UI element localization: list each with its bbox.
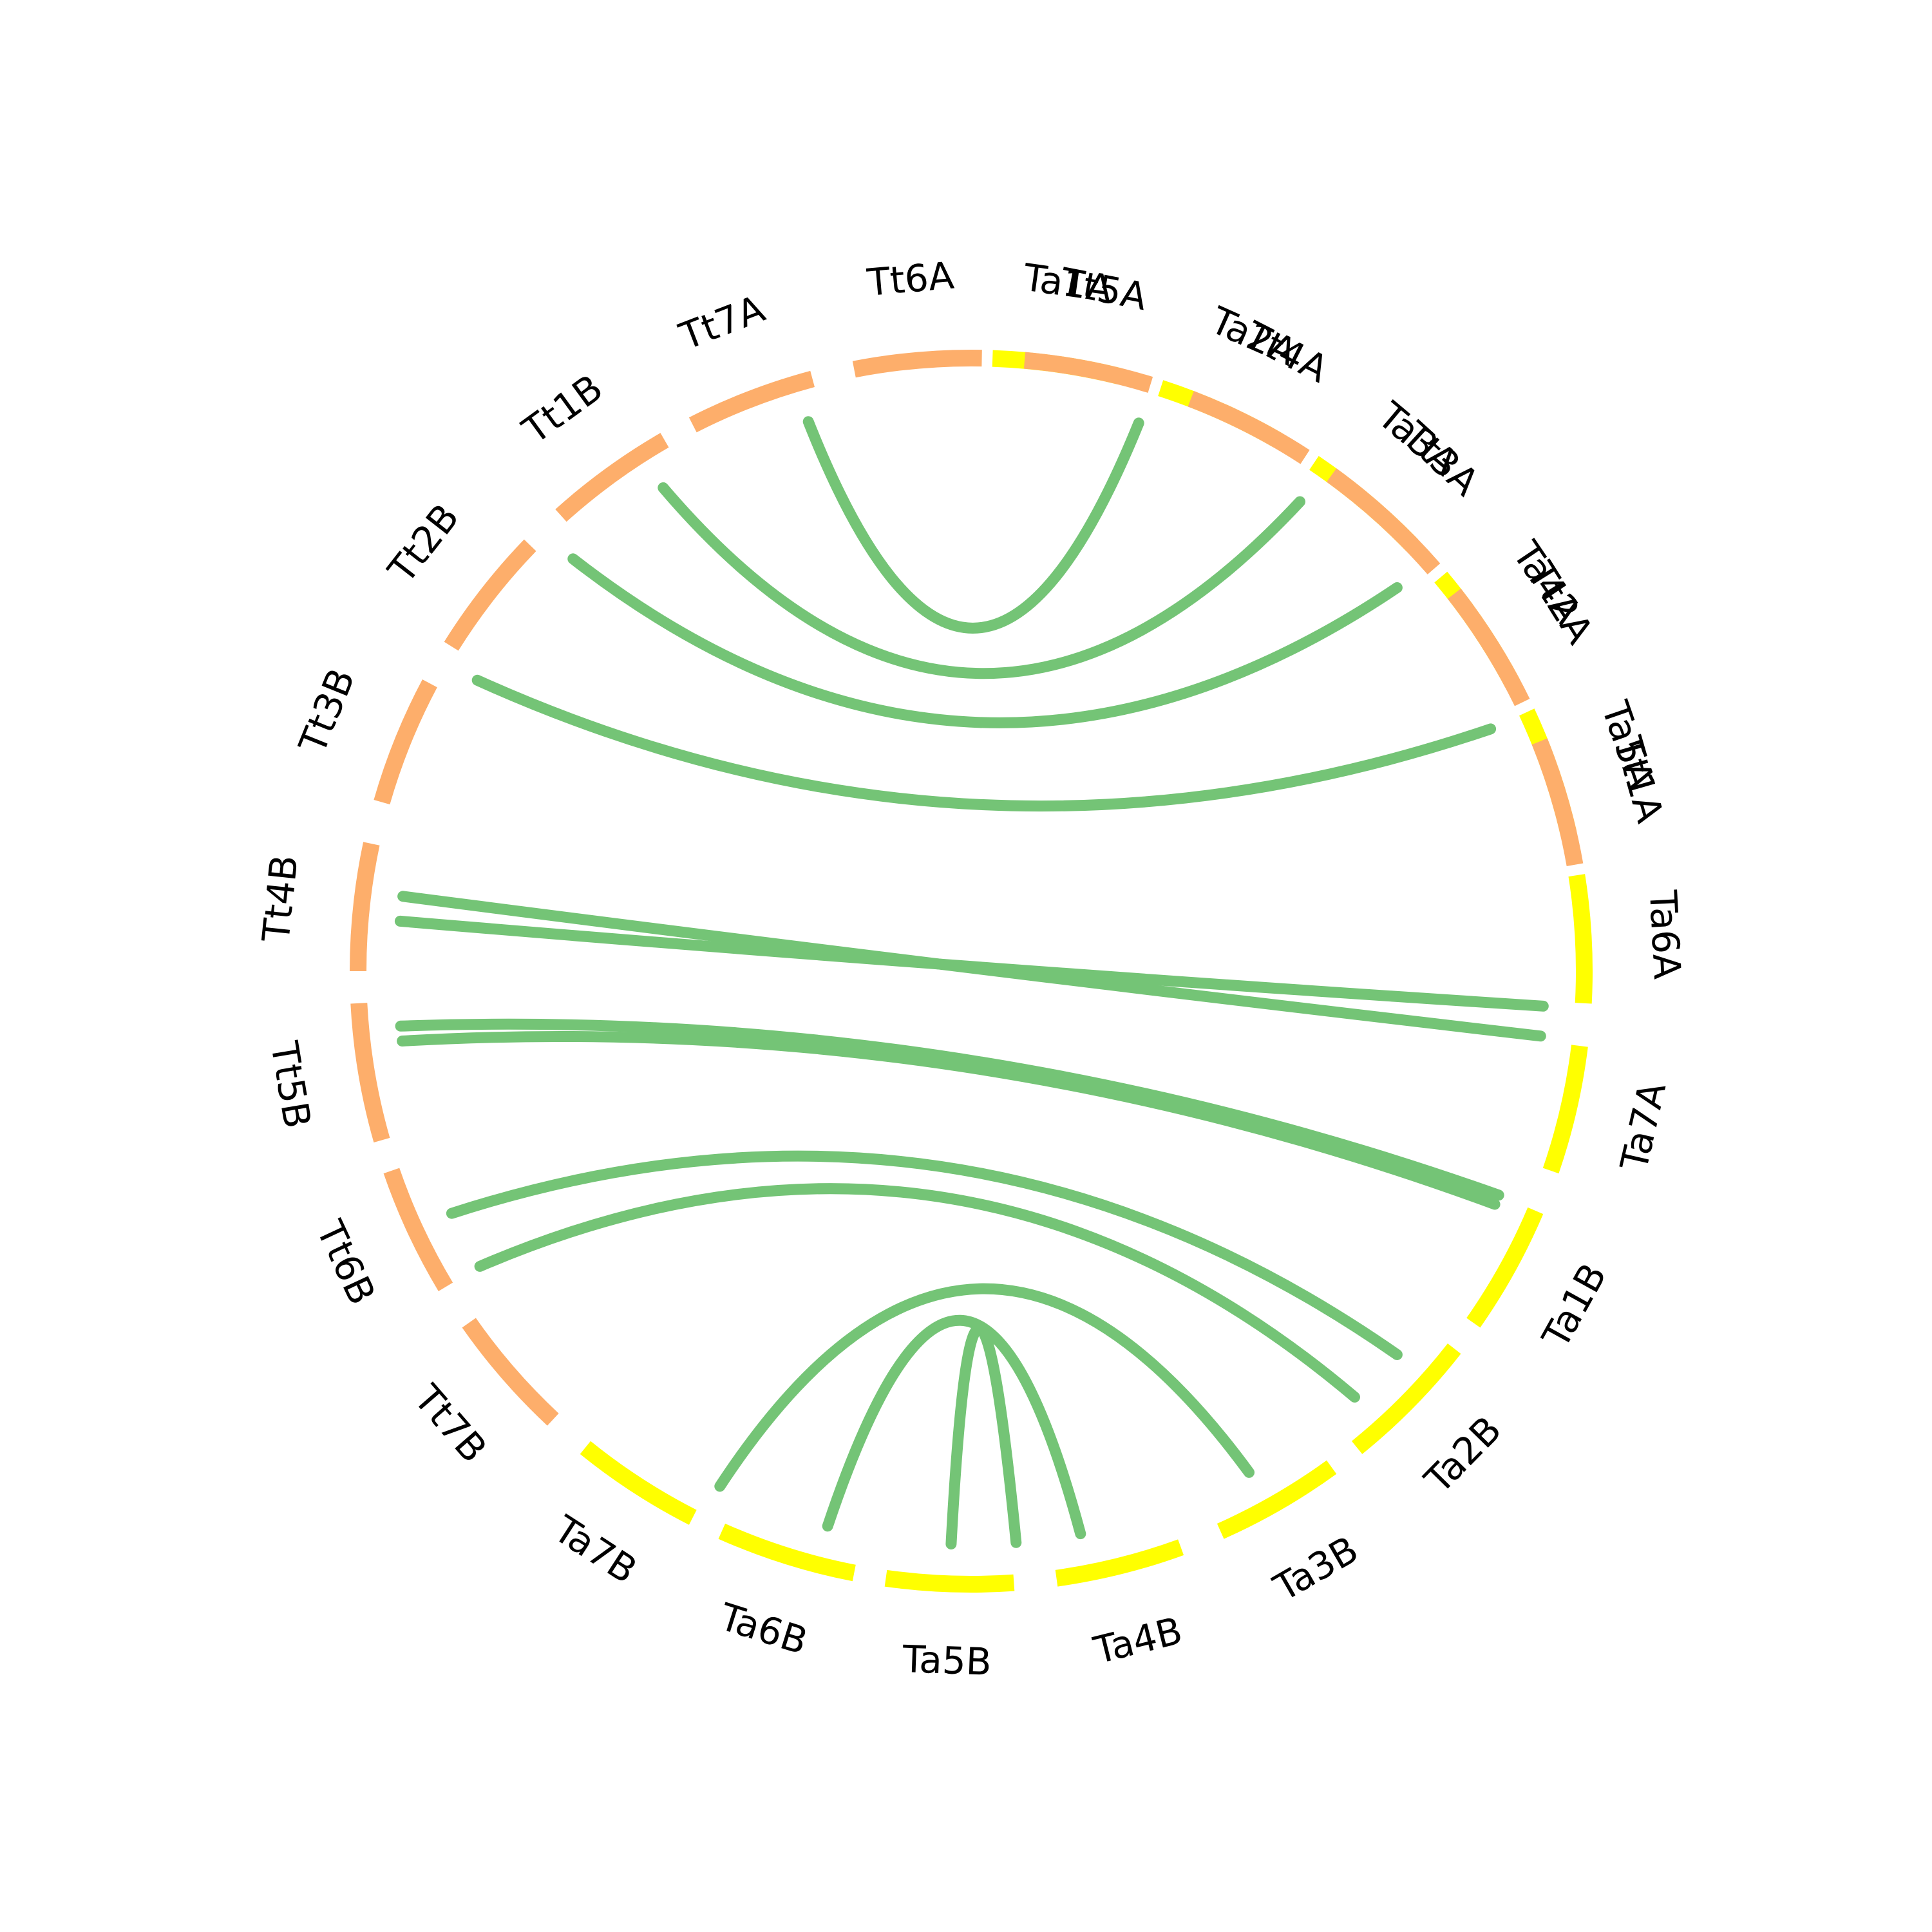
label-tt7b: Tt7B (405, 1376, 495, 1471)
label-tt5b: Tt5B (262, 1038, 319, 1132)
chromosome-segments (350, 349, 1593, 1593)
label-ta3b: Ta3B (1266, 1528, 1365, 1610)
segment-ta5b (884, 1569, 1015, 1593)
label-ta6a: Ta6A (1641, 889, 1689, 981)
label-tt3b: Tt3B (290, 663, 364, 760)
segment-ta6b (718, 1523, 856, 1582)
segment-tt1a (1531, 738, 1584, 866)
link-tt5b-ta5b-10 (714, 1283, 1255, 1492)
segment-tt7b (462, 1318, 559, 1426)
segment-ta2b (1351, 1343, 1461, 1454)
label-tt6a: Tt6A (865, 253, 956, 305)
label-ta2b: Ta2B (1416, 1408, 1510, 1502)
segment-tt6a (852, 349, 982, 378)
label-ta6b: Ta6B (714, 1595, 813, 1663)
segment-ta1b (1466, 1207, 1544, 1328)
label-tt1a: Tt1A (1606, 732, 1672, 828)
segment-ta3b (1217, 1460, 1337, 1539)
segment-tt5b (350, 1003, 390, 1142)
label-ta4b: Ta4B (1089, 1609, 1186, 1673)
segment-tt2a (1447, 588, 1530, 706)
link-tt2a-ta2a-0 (802, 416, 1144, 634)
segment-ta7b (580, 1441, 697, 1525)
label-ta7a: Ta7A (1612, 1078, 1675, 1175)
segment-tt4a (1188, 391, 1310, 464)
link-tt6b-ta6b-11 (822, 1314, 1086, 1540)
link-tt3a-ta3a-1 (658, 482, 1305, 679)
segment-ta4b (1055, 1539, 1184, 1587)
segment-tt7a (688, 370, 815, 433)
label-ta7b: Ta7B (545, 1507, 645, 1593)
label-tt1b: Tt1B (514, 366, 611, 453)
label-tt4a: Tt4A (1237, 312, 1335, 391)
link-tt7a-ta7a-5 (394, 915, 1549, 1012)
link-tt4a-ta4a-2 (567, 553, 1403, 728)
synteny-links (394, 416, 1549, 1549)
segment-ta7a (1542, 1045, 1588, 1174)
label-ta1b: Ta1B (1533, 1256, 1615, 1356)
link-tt2b-ta2b-6 (395, 1018, 1504, 1201)
label-tt4b: Tt4B (254, 853, 307, 945)
link-tt3b-ta3b-9 (446, 1150, 1403, 1360)
label-ta5b: Ta5B (901, 1637, 992, 1684)
label-tt6b: Tt6B (307, 1213, 384, 1311)
segment-tt3b (374, 679, 437, 805)
segment-tt2b (444, 539, 536, 651)
segment-tt6b (383, 1168, 453, 1291)
link-tt7b-ta7b-12 (945, 1323, 1022, 1549)
link-tt6a-ta5a-3 (471, 674, 1497, 812)
label-tt7a: Tt7A (673, 287, 770, 359)
label-tt5a: Tt5A (1056, 260, 1151, 319)
segment-tt5a (1023, 352, 1153, 393)
segment-tt4b (350, 842, 380, 972)
segment-tt3a (1326, 468, 1441, 574)
label-tt2b: Tt2B (379, 496, 468, 592)
link-tt2b-ta2b-7 (397, 1031, 1501, 1210)
link-tt3b-ta3b-8 (474, 1183, 1360, 1403)
segment-tt1b (555, 433, 669, 522)
segment-ta6a (1568, 874, 1593, 1004)
